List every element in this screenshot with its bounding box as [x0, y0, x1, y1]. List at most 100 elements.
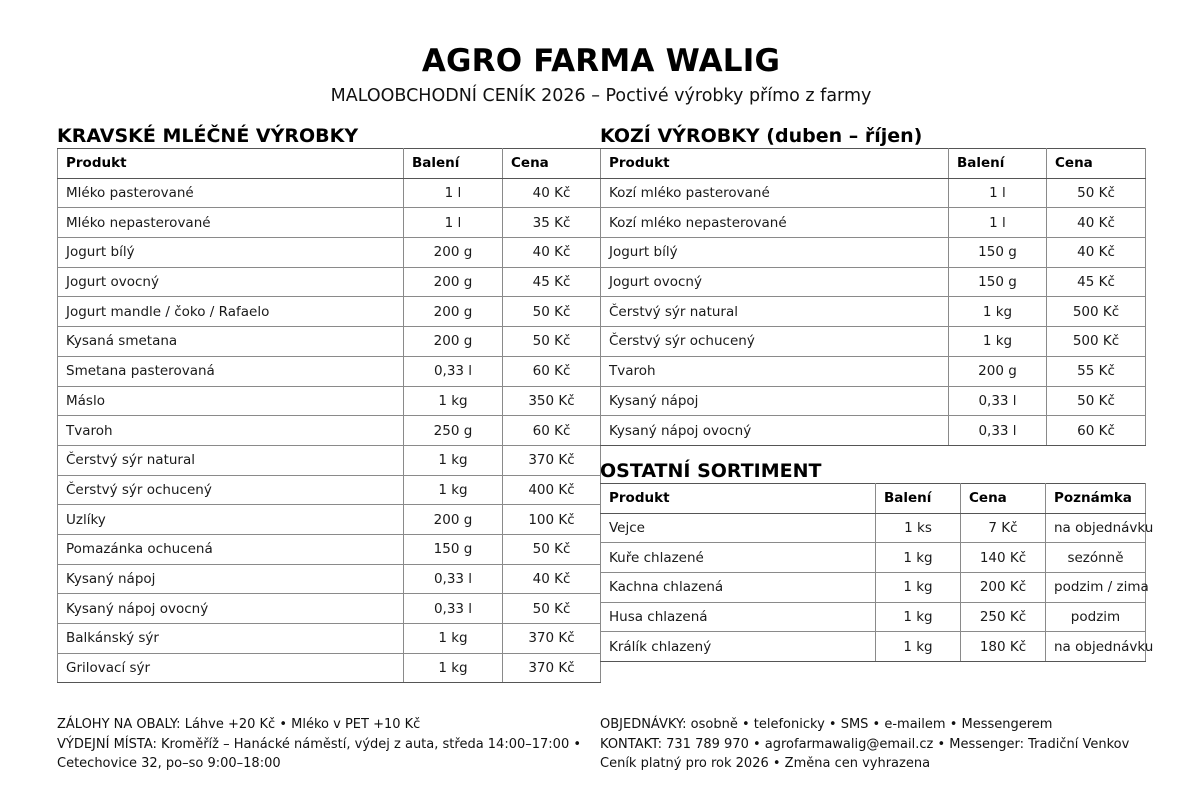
table-row: Máslo 1 kg 350 Kč — [57, 385, 601, 417]
table-row: Kysaný nápoj ovocný 0,33 l 50 Kč — [57, 593, 601, 624]
cell-product: Smetana pasterovaná — [57, 355, 404, 387]
table-row: Králík chlazený 1 kg 180 Kč na objednávku — [600, 631, 1153, 663]
table-header-other-assortment: Produkt Balení Cena Poznámka — [600, 483, 1146, 514]
cell-price: 400 Kč — [502, 474, 601, 506]
cell-product: Králík chlazený — [600, 631, 876, 663]
table-row: Kozí mléko nepasterované 1 l 40 Kč — [600, 207, 1146, 239]
column-header-product: Produkt — [600, 148, 949, 179]
cell-pack: 250 g — [403, 415, 503, 446]
cell-price: 60 Kč — [502, 415, 601, 446]
cell-pack: 1 l — [948, 177, 1047, 209]
cell-pack: 0,33 l — [403, 593, 503, 624]
table-row: Smetana pasterovaná 0,33 l 60 Kč — [57, 355, 601, 387]
table-header-row: Produkt Balení Cena Poznámka — [600, 483, 1146, 514]
cell-pack: 1 l — [948, 207, 1047, 239]
table-cow-dairy: Produkt Balení Cena Mléko pasterované 1 l… — [57, 148, 601, 684]
cell-product: Kozí mléko pasterované — [600, 177, 949, 209]
cell-pack: 1 l — [403, 207, 503, 239]
cell-pack: 1 kg — [948, 326, 1047, 357]
cell-price: 40 Kč — [1046, 237, 1146, 268]
table-header-goat-products: Produkt Balení Cena — [600, 148, 1146, 179]
table-row: Kysaný nápoj 0,33 l 40 Kč — [57, 563, 601, 595]
cell-product: Kysaný nápoj — [600, 385, 949, 417]
cell-pack: 200 g — [403, 504, 503, 535]
table-other-assortment: Produkt Balení Cena Poznámka Vejce 1 ks 7 … — [600, 483, 1153, 663]
table-row: Jogurt ovocný 150 g 45 Kč — [600, 266, 1146, 298]
cell-pack: 1 kg — [875, 601, 961, 633]
cell-price: 50 Kč — [502, 326, 601, 357]
cell-price: 50 Kč — [1046, 385, 1146, 417]
table-body-goat-products: Kozí mléko pasterované 1 l 50 Kč Kozí mléko… — [600, 177, 1146, 446]
table-row: Grilovací sýr 1 kg 370 Kč — [57, 652, 601, 684]
cell-product: Husa chlazená — [600, 601, 876, 633]
cell-product: Uzlíky — [57, 504, 404, 535]
cell-pack: 1 kg — [875, 631, 961, 663]
column-header-price: Cena — [960, 483, 1046, 514]
cell-product: Mléko pasterované — [57, 177, 404, 209]
column-header-pack: Balení — [403, 148, 503, 179]
cell-pack: 0,33 l — [948, 385, 1047, 417]
cell-pack: 1 kg — [403, 444, 503, 476]
cell-pack: 1 l — [403, 177, 503, 209]
cell-pack: 150 g — [403, 533, 503, 565]
cell-pack: 200 g — [403, 266, 503, 298]
footer-left-line: ZÁLOHY NA OBALY: Láhve +20 Kč • Mléko v … — [57, 717, 421, 732]
cell-pack: 200 g — [403, 237, 503, 268]
cell-product: Mléko nepasterované — [57, 207, 404, 239]
cell-price: 40 Kč — [1046, 207, 1146, 239]
cell-price: 60 Kč — [1046, 415, 1146, 446]
table-row: Kysaný nápoj 0,33 l 50 Kč — [600, 385, 1146, 417]
page-subtitle: MALOOBCHODNÍ CENÍK 2026 – Poctivé výrobk… — [330, 86, 872, 106]
cell-price: 35 Kč — [502, 207, 601, 239]
cell-product: Kozí mléko nepasterované — [600, 207, 949, 239]
table-row: Kysaná smetana 200 g 50 Kč — [57, 326, 601, 357]
table-row: Uzlíky 200 g 100 Kč — [57, 504, 601, 535]
cell-product: Čerstvý sýr natural — [57, 444, 404, 476]
cell-pack: 150 g — [948, 237, 1047, 268]
section-heading-goat-products: KOZÍ VÝROBKY (duben – říjen) — [600, 125, 923, 147]
table-row: Kozí mléko pasterované 1 l 50 Kč — [600, 177, 1146, 209]
table-header-cow-dairy: Produkt Balení Cena — [57, 148, 601, 179]
cell-price: 350 Kč — [502, 385, 601, 417]
table-row: Balkánský sýr 1 kg 370 Kč — [57, 623, 601, 654]
table-row: Jogurt ovocný 200 g 45 Kč — [57, 266, 601, 298]
cell-pack: 1 ks — [875, 512, 961, 544]
cell-note: na objednávku — [1045, 512, 1153, 544]
column-header-note: Poznámka — [1045, 483, 1146, 514]
cell-note: podzim — [1045, 601, 1146, 633]
cell-product: Grilovací sýr — [57, 652, 404, 684]
cell-pack: 1 kg — [875, 542, 961, 574]
cell-price: 370 Kč — [502, 652, 601, 684]
table-row: Jogurt bílý 200 g 40 Kč — [57, 237, 601, 268]
page-title: AGRO FARMA WALIG — [421, 43, 781, 79]
cell-pack: 1 kg — [403, 652, 503, 684]
table-body-cow-dairy: Mléko pasterované 1 l 40 Kč Mléko nepastero… — [57, 177, 601, 684]
column-header-price: Cena — [502, 148, 601, 179]
cell-price: 50 Kč — [502, 296, 601, 328]
footer-orders-contact: OBJEDNÁVKY: osobně • telefonicky • SMS •… — [600, 715, 1160, 774]
section-heading-other-assortment: OSTATNÍ SORTIMENT — [600, 460, 822, 482]
table-row: Mléko pasterované 1 l 40 Kč — [57, 177, 601, 209]
cell-product: Kachna chlazená — [600, 572, 876, 603]
cell-pack: 0,33 l — [403, 355, 503, 387]
document-header: AGRO FARMA WALIG MALOOBCHODNÍ CENÍK 2026… — [0, 42, 1202, 108]
cell-note: sezónně — [1045, 542, 1146, 574]
cell-price: 50 Kč — [502, 593, 601, 624]
cell-price: 370 Kč — [502, 623, 601, 654]
cell-pack: 200 g — [403, 296, 503, 328]
footer-right-line: KONTAKT: 731 789 970 • agrofarmawalig@em… — [600, 736, 1130, 752]
table-row: Čerstvý sýr natural 1 kg 370 Kč — [57, 444, 601, 476]
cell-price: 45 Kč — [1046, 266, 1146, 298]
cell-product: Vejce — [600, 512, 876, 544]
cell-pack: 200 g — [948, 355, 1047, 387]
cell-price: 40 Kč — [502, 563, 601, 595]
table-body-other-assortment: Vejce 1 ks 7 Kč na objednávku Kuře chlazené 1… — [600, 512, 1153, 663]
cell-pack: 1 kg — [403, 385, 503, 417]
cell-note: podzim / zima — [1045, 572, 1149, 603]
cell-price: 7 Kč — [960, 512, 1046, 544]
table-row: Mléko nepasterované 1 l 35 Kč — [57, 207, 601, 239]
cell-price: 500 Kč — [1046, 326, 1146, 357]
cell-price: 370 Kč — [502, 444, 601, 476]
cell-price: 100 Kč — [502, 504, 601, 535]
